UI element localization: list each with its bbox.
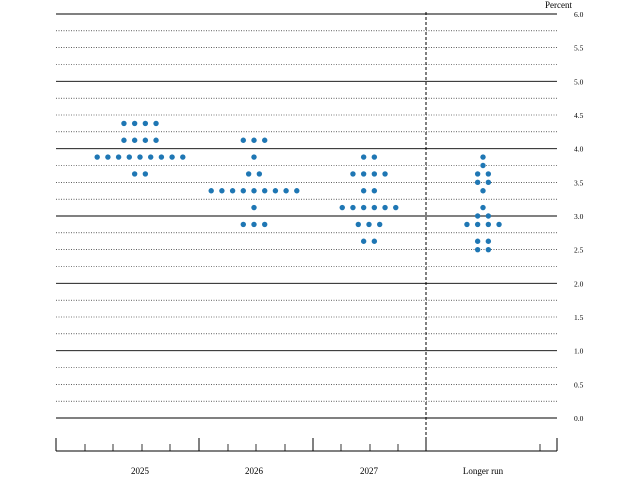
y-tick-labels: 6.0 5.5 5.0 4.5 4.0 3.5 3.0 2.5 2.0 1.5 1.0 0.5 0.0: [574, 10, 584, 423]
y-tick-label: 5.0: [574, 77, 584, 86]
participant-dot: [485, 238, 492, 244]
participant-dot: [366, 221, 372, 228]
participant-dot: [474, 171, 481, 177]
participant-dot: [245, 171, 252, 177]
participant-dot: [485, 179, 492, 186]
participant-dot: [115, 154, 122, 160]
participant-dot: [251, 204, 257, 211]
participant-dot: [371, 238, 378, 244]
participant-dot: [121, 137, 127, 143]
participant-dot: [382, 204, 388, 211]
x-tick-label: 2027: [360, 466, 379, 476]
participant-dot: [142, 171, 149, 177]
participant-dot: [350, 171, 356, 177]
gridlines: [56, 13, 557, 419]
participant-dot: [251, 221, 257, 228]
dots-layer: [94, 120, 502, 253]
participant-dot: [262, 137, 268, 143]
y-tick-label: 2.5: [574, 246, 584, 255]
y-tick-label: 0.0: [574, 414, 584, 423]
participant-dot: [480, 204, 486, 211]
y-tick-label: 3.5: [574, 178, 584, 187]
participant-dot: [360, 171, 367, 177]
participant-dot: [485, 221, 492, 228]
participant-dot: [131, 120, 138, 127]
participant-dot: [485, 246, 492, 253]
participant-dot: [153, 120, 159, 127]
participant-dot: [480, 188, 486, 194]
y-tick-label: 0.5: [574, 380, 584, 389]
y-tick-label: 1.0: [574, 347, 584, 356]
participant-dot: [474, 238, 481, 244]
participant-dot: [496, 221, 502, 228]
x-axis: [55, 438, 558, 452]
participant-dot: [229, 188, 236, 194]
participant-dot: [283, 188, 289, 194]
participant-dot: [131, 171, 138, 177]
participant-dot: [474, 179, 481, 186]
x-tick-labels: 2025 2026 2027 Longer run: [131, 466, 504, 476]
participant-dot: [169, 154, 175, 160]
participant-dot: [294, 188, 300, 194]
participant-dot: [219, 188, 225, 194]
participant-dot: [137, 154, 143, 160]
participant-dot: [355, 221, 361, 228]
participant-dot: [251, 137, 257, 143]
participant-dot: [262, 188, 268, 194]
y-tick-label: 2.0: [574, 279, 584, 288]
participant-dot: [240, 137, 246, 143]
participant-dot: [240, 221, 246, 228]
participant-dot: [251, 154, 257, 160]
participant-dot: [126, 154, 132, 160]
x-tick-label: Longer run: [463, 466, 504, 476]
participant-dot: [94, 154, 100, 160]
participant-dot: [148, 154, 154, 160]
participant-dot: [371, 188, 378, 194]
participant-dot: [158, 154, 165, 160]
participant-dot: [480, 154, 486, 160]
participant-dot: [105, 154, 111, 160]
x-tick-label: 2025: [131, 466, 150, 476]
participant-dot: [377, 221, 383, 228]
participant-dot: [153, 137, 159, 143]
y-tick-label: 4.5: [574, 111, 584, 120]
y-tick-label: 6.0: [574, 10, 584, 19]
participant-dot: [339, 204, 345, 211]
participant-dot: [474, 246, 481, 253]
participant-dot: [474, 221, 481, 228]
participant-dot: [360, 154, 367, 160]
participant-dot: [208, 188, 214, 194]
participant-dot: [131, 137, 138, 143]
participant-dot: [121, 120, 127, 127]
participant-dot: [360, 188, 367, 194]
x-tick-label: 2026: [245, 466, 264, 476]
participant-dot: [240, 188, 246, 194]
participant-dot: [256, 171, 263, 177]
participant-dot: [485, 213, 492, 219]
participant-dot: [180, 154, 186, 160]
participant-dot: [350, 204, 356, 211]
participant-dot: [251, 188, 257, 194]
participant-dot: [262, 221, 268, 228]
y-axis-label: Percent: [545, 0, 572, 10]
participant-dot: [142, 137, 149, 143]
y-tick-label: 1.5: [574, 313, 584, 322]
participant-dot: [464, 221, 470, 228]
participant-dot: [371, 171, 378, 177]
participant-dot: [272, 188, 279, 194]
participant-dot: [360, 238, 367, 244]
participant-dot: [382, 171, 388, 177]
participant-dot: [142, 120, 149, 127]
y-tick-label: 4.0: [574, 145, 584, 154]
y-tick-label: 3.0: [574, 212, 584, 221]
participant-dot: [485, 171, 492, 177]
y-tick-label: 5.5: [574, 44, 584, 53]
participant-dot: [480, 162, 486, 169]
participant-dot: [474, 213, 481, 219]
participant-dot: [360, 204, 367, 211]
participant-dot: [393, 204, 399, 211]
participant-dot: [371, 204, 378, 211]
participant-dot: [371, 154, 378, 160]
